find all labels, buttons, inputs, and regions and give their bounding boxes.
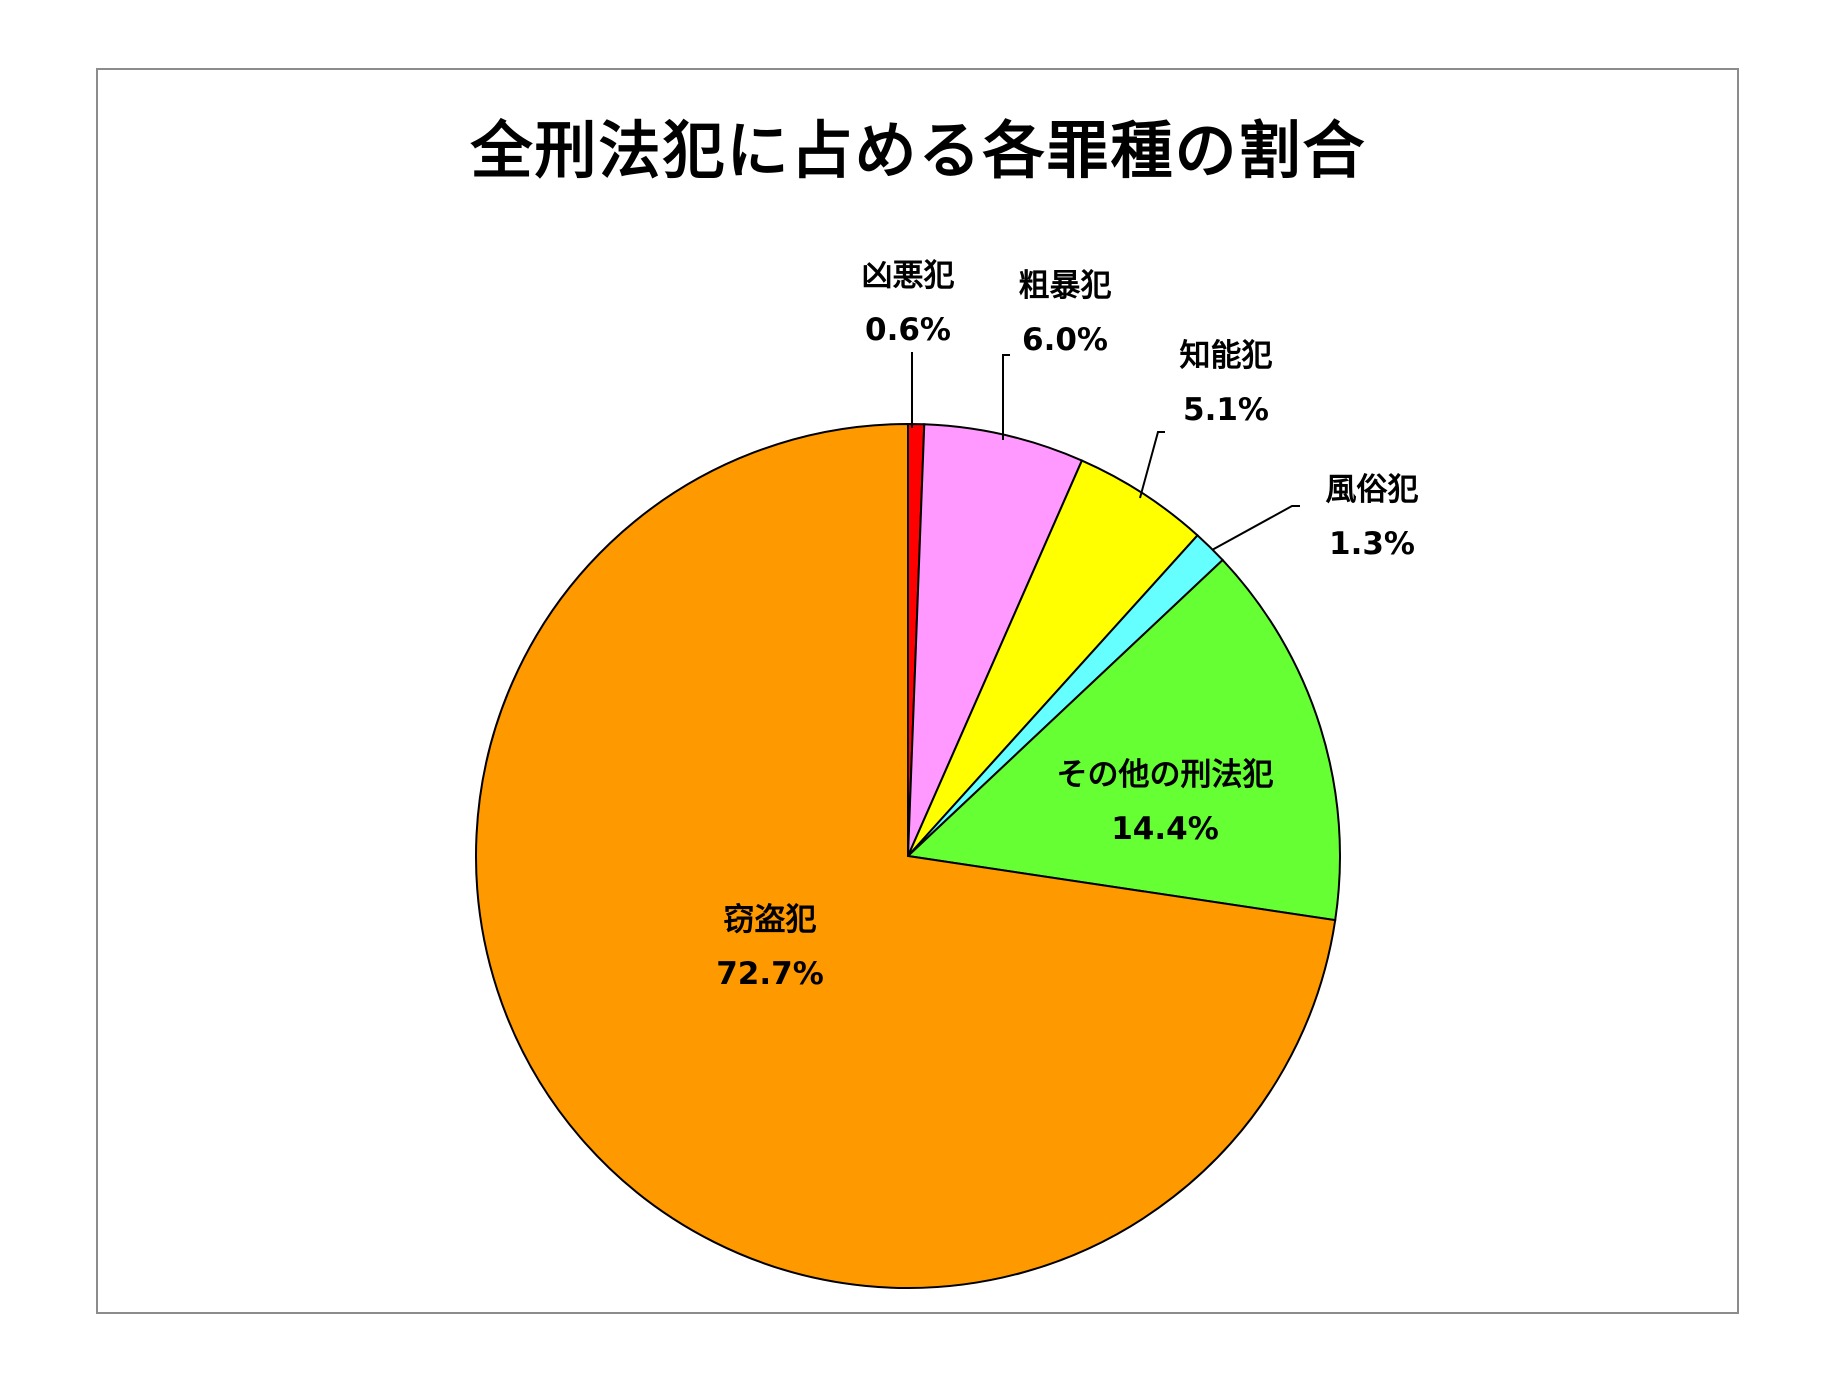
leader-line-4 bbox=[1211, 505, 1300, 551]
slice-name-label: その他の刑法犯 bbox=[1057, 757, 1274, 793]
pie-slice-6 bbox=[475, 422, 1337, 1289]
slice-name-label: 凶悪犯 bbox=[862, 258, 955, 294]
slice-value-label: 5.1% bbox=[1183, 392, 1269, 428]
chart-title: 全刑法犯に占める各罪種の割合 bbox=[470, 114, 1367, 187]
slice-name-label: 知能犯 bbox=[1180, 338, 1273, 374]
slice-value-label: 1.3% bbox=[1329, 526, 1415, 562]
pie-slice-2 bbox=[907, 423, 1084, 857]
slice-value-label: 72.7% bbox=[716, 956, 824, 992]
slice-name-label: 粗暴犯 bbox=[1019, 268, 1112, 304]
pie-slice-5 bbox=[905, 558, 1341, 922]
slice-name-label: 風俗犯 bbox=[1326, 472, 1419, 508]
slice-name-label: 窃盗犯 bbox=[724, 902, 817, 938]
leader-line-3 bbox=[1139, 431, 1165, 499]
slice-value-label: 6.0% bbox=[1022, 322, 1108, 358]
slice-value-label: 0.6% bbox=[865, 312, 951, 348]
slice-value-label: 14.4% bbox=[1111, 811, 1219, 847]
leader-line-2 bbox=[1002, 354, 1010, 440]
